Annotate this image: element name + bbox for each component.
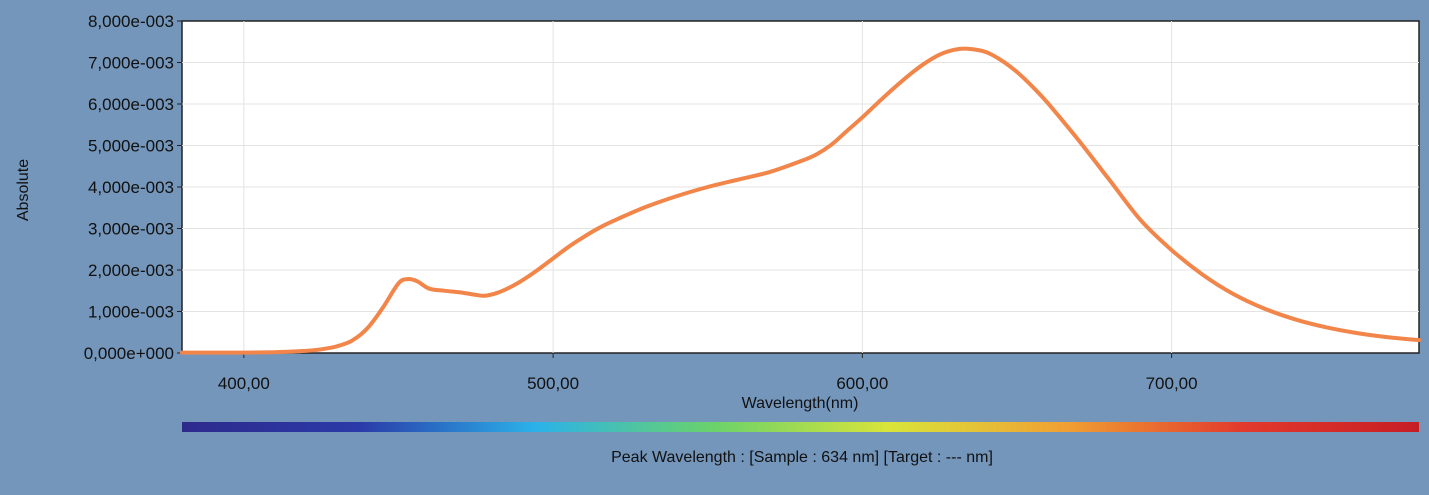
data-point: [180, 351, 184, 355]
data-point: [551, 256, 555, 260]
data-point: [1015, 70, 1019, 74]
y-tick-label: 6,000e-003: [88, 95, 174, 114]
data-point: [953, 48, 957, 52]
data-point: [396, 281, 401, 285]
data-point: [304, 349, 308, 353]
data-point: [319, 347, 323, 351]
data-point: [536, 268, 540, 272]
data-point: [1324, 325, 1328, 329]
data-point: [483, 294, 487, 298]
x-tick-label: 400,00: [218, 374, 270, 393]
data-point: [381, 305, 385, 309]
data-point: [907, 73, 911, 77]
data-point: [768, 170, 772, 174]
data-point: [999, 58, 1004, 63]
data-point: [1200, 273, 1205, 277]
y-tick-label: 2,000e-003: [88, 261, 174, 280]
data-point: [706, 185, 710, 189]
data-point: [984, 50, 988, 54]
y-tick-label: 3,000e-003: [88, 220, 174, 239]
data-point: [1077, 138, 1081, 143]
y-tick-label: 5,000e-003: [88, 137, 174, 156]
data-point: [814, 153, 818, 157]
data-point: [1108, 178, 1112, 182]
grid-lines: [182, 21, 1419, 353]
y-axis-title: Absolute: [15, 159, 32, 221]
y-tick-label: 0,000e+000: [84, 344, 174, 363]
data-point: [495, 291, 499, 295]
data-point: [737, 177, 741, 182]
x-tick-label: 700,00: [1146, 374, 1198, 393]
data-point: [1262, 307, 1266, 311]
data-point: [829, 143, 834, 147]
x-axis-ticks: 400,00 500,00 600,00 700,00: [218, 353, 1198, 393]
data-point: [567, 245, 571, 249]
data-point: [1231, 292, 1236, 296]
data-point: [1386, 335, 1390, 339]
data-point: [1139, 218, 1143, 222]
data-point: [675, 194, 679, 198]
data-point: [1170, 248, 1174, 252]
data-point: [350, 339, 354, 343]
y-tick-label: 7,000e-003: [88, 54, 174, 73]
data-point: [415, 279, 419, 283]
data-point: [938, 53, 942, 57]
data-point: [644, 205, 648, 209]
data-point: [242, 351, 246, 355]
series-layer: [180, 46, 1421, 355]
data-point: [365, 326, 370, 330]
data-point: [1046, 101, 1050, 105]
data-point: [508, 285, 512, 289]
data-point: [922, 62, 926, 66]
data-point: [1293, 317, 1297, 321]
data-point: [458, 290, 462, 294]
data-point: [335, 344, 339, 348]
data-point: [582, 235, 586, 239]
data-point: [891, 87, 895, 91]
data-point: [406, 277, 410, 281]
data-point: [965, 47, 970, 51]
spectrum-color-bar: [182, 422, 1419, 432]
x-tick-label: 600,00: [836, 374, 888, 393]
data-point: [474, 293, 478, 297]
data-point: [1030, 85, 1034, 89]
y-tick-label: 1,000e-003: [88, 303, 174, 322]
data-point: [845, 129, 849, 133]
data-point: [597, 226, 602, 230]
data-point: [211, 351, 215, 355]
data-point: [798, 159, 803, 163]
data-point: [876, 101, 880, 105]
x-axis-title: Wavelength(nm): [742, 395, 859, 412]
data-point: [1417, 338, 1421, 342]
data-point: [613, 218, 617, 222]
y-tick-label: 8,000e-003: [88, 12, 174, 31]
data-point: [860, 115, 865, 119]
y-tick-label: 4,000e-003: [88, 178, 174, 197]
peak-wavelength-info: Peak Wavelength : [Sample : 634 nm] [Tar…: [611, 449, 993, 466]
data-point: [273, 350, 277, 354]
data-point: [427, 287, 431, 291]
data-point: [520, 278, 524, 282]
x-tick-label: 500,00: [527, 374, 579, 393]
y-axis-ticks: 0,000e+000 1,000e-003 2,000e-003 3,000e-003…: [84, 12, 182, 363]
data-point: [1355, 331, 1359, 335]
data-point: [443, 289, 447, 293]
